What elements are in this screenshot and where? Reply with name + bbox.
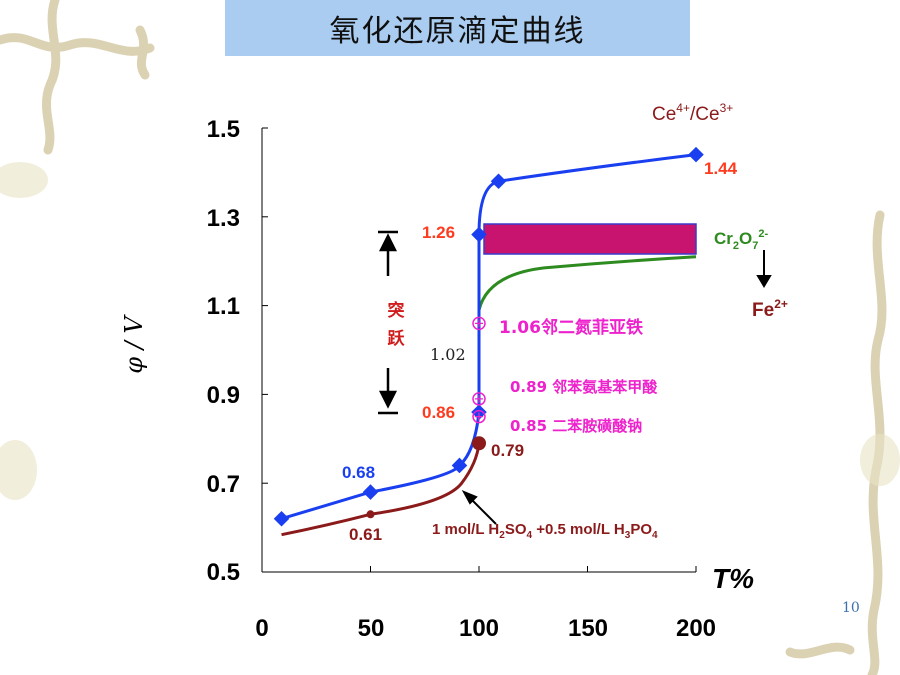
indicator-marker-cross <box>475 394 483 403</box>
medium-curve <box>281 443 481 537</box>
fe-label: Fe2+ <box>752 297 788 321</box>
label-0.61: 0.61 <box>349 525 382 544</box>
indicator-marker <box>472 392 486 406</box>
ce-data-point <box>688 146 704 163</box>
jump-label-char: 突 <box>388 300 405 321</box>
label-0.79: 0.79 <box>491 441 524 460</box>
indicator-range-band <box>483 223 697 255</box>
x-tick-label: 0 <box>255 615 268 642</box>
medium-annotation-arrow <box>461 489 497 525</box>
indicator-marker <box>472 316 486 331</box>
y-tick-label: 0.5 <box>207 559 240 586</box>
medium-label: 1 mol/L H2SO4 +0.5 mol/L H3PO4 <box>432 521 658 541</box>
x-tick-label: 50 <box>358 615 385 642</box>
medium-data-point <box>366 510 375 519</box>
dichromate-label: Cr2O72- <box>714 228 769 252</box>
cr2o7-fe-curve <box>477 255 697 311</box>
x-tick-label: 200 <box>676 615 716 642</box>
medium-data-markers <box>366 436 486 519</box>
ce-data-point <box>471 226 487 243</box>
indicator-marker <box>472 409 486 424</box>
label-0.68: 0.68 <box>342 463 375 482</box>
y-tick-label: 0.7 <box>207 471 240 498</box>
label-1.26: 1.26 <box>422 223 455 242</box>
medium-data-point <box>472 436 486 451</box>
indicator-label-phenylanthranilic: 0.89 邻苯氨基苯甲酸 <box>510 378 658 396</box>
label-1.44: 1.44 <box>704 159 738 178</box>
indicator-markers <box>472 316 486 424</box>
jump-label-char: 跃 <box>388 329 406 349</box>
slide-title: 氧化还原滴定曲线 <box>329 14 586 49</box>
indicator-label-diphenylamine: 0.85 二苯胺磺酸钠 <box>510 417 642 435</box>
y-tick-label: 1.5 <box>207 116 240 143</box>
y-tick-label: 1.3 <box>207 205 240 232</box>
y-tick-label: 0.9 <box>207 382 240 409</box>
label-0.86: 0.86 <box>422 403 455 422</box>
title-bar <box>225 0 690 56</box>
ce-data-point <box>490 173 507 190</box>
x-axis-label: T% <box>712 563 754 594</box>
x-tick-label: 100 <box>459 615 499 642</box>
y-axis-label: φ / V <box>120 314 148 374</box>
x-tick-label: 150 <box>568 615 608 642</box>
label-1.02: 1.02 <box>430 345 466 364</box>
indicator-marker-cross <box>475 412 483 421</box>
indicator-marker-cross <box>475 319 483 328</box>
dichromate-arrow <box>756 250 772 288</box>
y-tick-label: 1.1 <box>207 293 240 320</box>
indicator-label-phenanthroline: 1.06邻二氮菲亚铁 <box>499 317 643 338</box>
ce-couple-label: Ce4+/Ce3+ <box>652 101 733 125</box>
page-number: 10 <box>842 600 860 616</box>
jump-range-arrows <box>378 230 398 415</box>
axis-ticks <box>261 127 697 573</box>
